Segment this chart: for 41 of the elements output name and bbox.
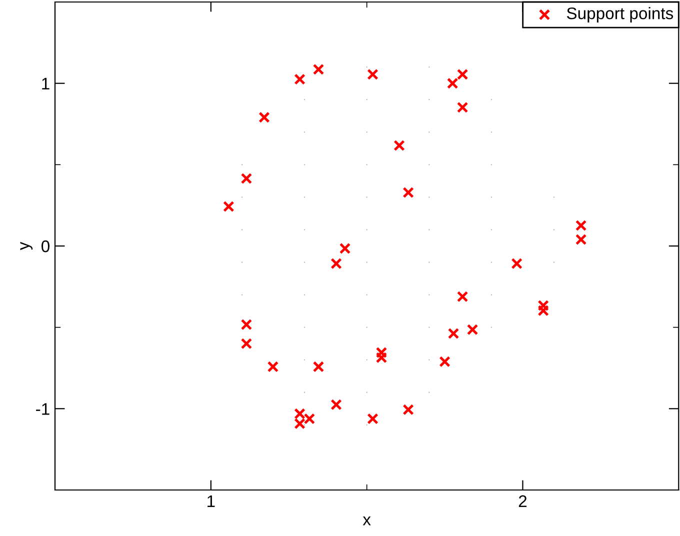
point bbox=[304, 413, 316, 424]
point bbox=[294, 74, 306, 85]
point bbox=[446, 78, 458, 89]
point bbox=[456, 102, 468, 114]
y-tick-label: 1 bbox=[42, 78, 50, 90]
point bbox=[466, 324, 478, 336]
legend-label: Support points bbox=[566, 7, 674, 23]
point bbox=[402, 186, 414, 198]
point bbox=[367, 413, 378, 424]
point bbox=[223, 200, 234, 212]
point bbox=[448, 328, 460, 340]
point bbox=[376, 346, 388, 358]
point bbox=[402, 404, 414, 416]
point bbox=[575, 220, 587, 232]
point bbox=[258, 112, 270, 123]
point bbox=[456, 68, 468, 80]
point bbox=[240, 172, 252, 184]
point bbox=[538, 300, 549, 312]
point bbox=[575, 234, 587, 246]
y-axis-title: y bbox=[20, 242, 33, 250]
point bbox=[312, 361, 324, 372]
x-axis-title: x bbox=[362, 516, 371, 526]
point bbox=[294, 418, 306, 430]
point bbox=[376, 352, 388, 364]
point bbox=[330, 258, 342, 270]
point bbox=[439, 356, 450, 368]
x-tick-label: 2 bbox=[518, 495, 527, 507]
point bbox=[240, 318, 252, 330]
point bbox=[339, 242, 351, 254]
point bbox=[330, 398, 342, 410]
y-tick-label: 0 bbox=[42, 240, 50, 252]
point bbox=[511, 258, 522, 270]
point bbox=[267, 361, 279, 372]
point bbox=[367, 68, 378, 80]
point bbox=[456, 290, 468, 302]
point bbox=[394, 140, 405, 152]
point bbox=[294, 408, 306, 420]
point bbox=[312, 64, 324, 75]
point bbox=[240, 338, 252, 350]
y-tick-label: -1 bbox=[36, 403, 50, 415]
point bbox=[538, 304, 549, 316]
